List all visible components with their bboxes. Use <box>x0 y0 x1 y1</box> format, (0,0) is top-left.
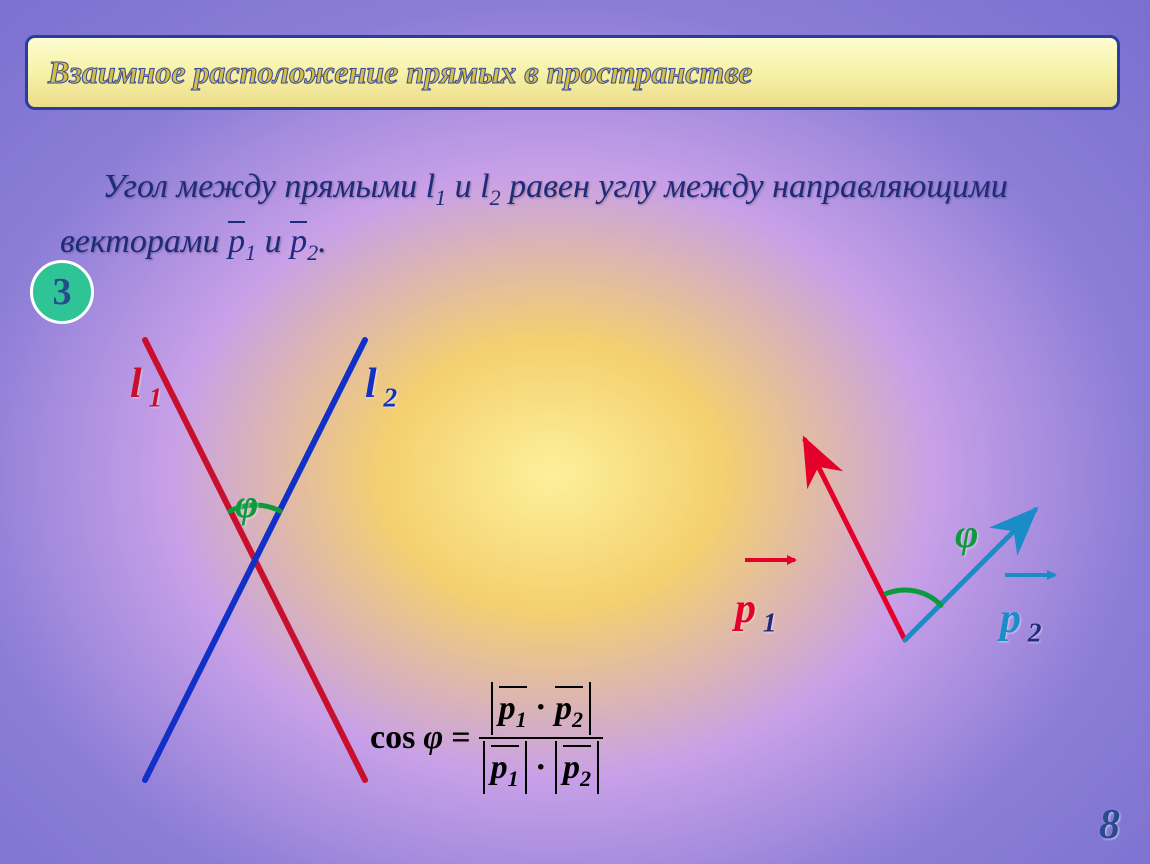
diagram-label: l 1 <box>130 360 162 413</box>
diagram-label: p 1 <box>735 585 776 638</box>
diagram-label: p 2 <box>1000 595 1041 648</box>
diagram-label: φ <box>235 480 258 527</box>
formula-denominator: p1 · p2 <box>479 739 603 796</box>
title-box: Взаимное расположение прямых в пространс… <box>25 35 1120 110</box>
formula-phi: φ <box>423 719 443 757</box>
formula-lhs: cos <box>370 719 415 757</box>
step-badge: 3 <box>30 260 94 324</box>
step-number: 3 <box>53 270 72 314</box>
title-text: Взаимное расположение прямых в пространс… <box>48 54 753 91</box>
diagram-label: φ <box>955 510 978 557</box>
page-number: 8 <box>1099 801 1120 849</box>
formula: cos φ = p1 · p2 p1 · p2 <box>370 680 603 796</box>
formula-eq: = <box>451 719 470 757</box>
formula-numerator: p1 · p2 <box>487 680 595 737</box>
diagram-label: l 2 <box>365 360 397 413</box>
formula-fraction: p1 · p2 p1 · p2 <box>479 680 603 796</box>
body-text: Угол между прямыми l1 и l2 равен углу ме… <box>60 160 1090 270</box>
